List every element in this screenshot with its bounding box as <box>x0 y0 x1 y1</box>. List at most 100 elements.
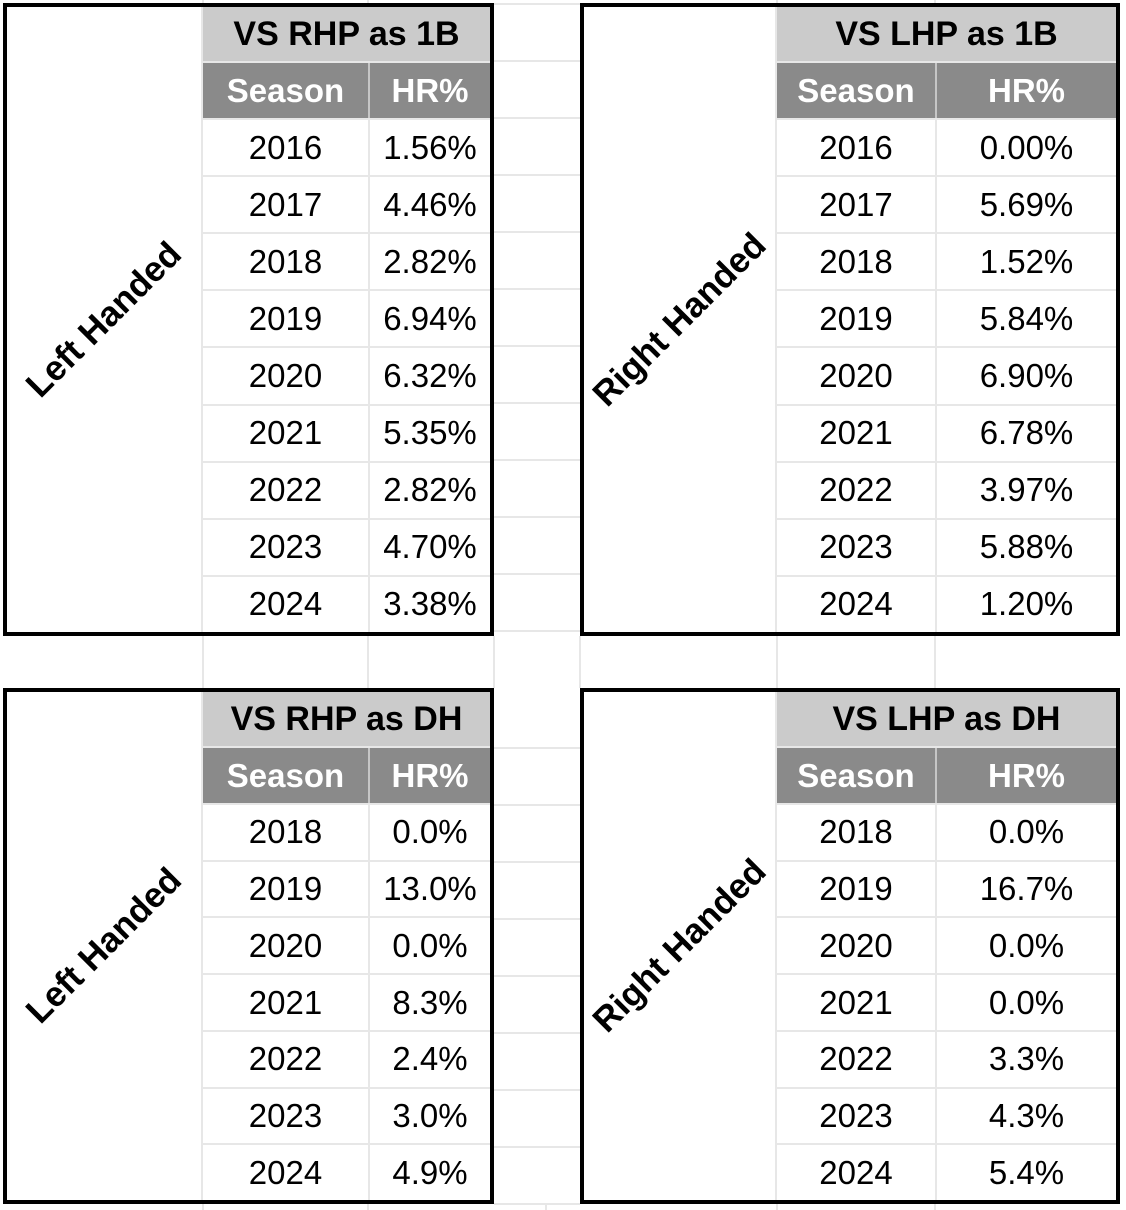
season-cell[interactable]: 2022 <box>777 462 935 518</box>
season-cell[interactable]: 2018 <box>777 234 935 290</box>
table-row: 2020 0.0% <box>777 916 1116 974</box>
handedness-label: Left Handed <box>18 233 189 405</box>
table-row: 2018 0.0% <box>777 803 1116 860</box>
hr-pct-header-cell[interactable]: HR% <box>368 748 490 803</box>
table-row: 2017 4.46% <box>203 175 490 233</box>
season-cell[interactable]: 2020 <box>777 348 935 404</box>
data-rows: 2018 0.0% 2019 13.0% 2020 0.0% 2021 <box>203 803 490 1201</box>
season-cell[interactable]: 2021 <box>777 405 935 461</box>
hr-pct-cell[interactable]: 6.90% <box>935 348 1116 404</box>
table-row: 2019 16.7% <box>777 859 1116 917</box>
hr-pct-header-cell[interactable]: HR% <box>935 63 1116 118</box>
season-header-cell[interactable]: Season <box>797 71 915 109</box>
season-cell[interactable]: 2022 <box>203 1031 368 1087</box>
hr-pct-cell[interactable]: 0.00% <box>935 120 1116 176</box>
table-main: VS RHP as 1B Season HR% 2016 1.56% 2017 … <box>203 7 490 632</box>
table-row: 2022 2.4% <box>203 1029 490 1087</box>
gridline <box>367 0 369 3</box>
season-header-cell[interactable]: Season <box>797 756 915 794</box>
hr-pct-cell[interactable]: 6.78% <box>935 405 1116 461</box>
table-title-cell[interactable]: VS RHP as DH <box>203 692 490 746</box>
hr-pct-cell[interactable]: 4.70% <box>368 519 490 575</box>
hr-pct-cell[interactable]: 0.0% <box>935 918 1116 974</box>
hr-pct-cell[interactable]: 5.69% <box>935 177 1116 233</box>
season-cell[interactable]: 2019 <box>777 291 935 347</box>
table-title-cell[interactable]: VS LHP as 1B <box>777 7 1116 61</box>
table-title-cell[interactable]: VS LHP as DH <box>777 692 1116 746</box>
hr-pct-cell[interactable]: 5.84% <box>935 291 1116 347</box>
season-cell[interactable]: 2021 <box>777 975 935 1030</box>
hr-pct-cell[interactable]: 3.0% <box>368 1088 490 1144</box>
season-cell[interactable]: 2021 <box>203 405 368 461</box>
season-cell[interactable]: 2024 <box>777 1145 935 1201</box>
season-cell[interactable]: 2024 <box>203 576 368 632</box>
season-cell[interactable]: 2023 <box>777 519 935 575</box>
handedness-merged-cell[interactable]: Right Handed <box>584 7 777 632</box>
season-header-cell[interactable]: Season <box>226 756 345 794</box>
hr-pct-cell[interactable]: 6.32% <box>368 348 490 404</box>
season-cell[interactable]: 2020 <box>777 918 935 974</box>
season-cell[interactable]: 2024 <box>777 576 935 632</box>
hr-pct-cell[interactable]: 0.0% <box>935 805 1116 860</box>
hr-pct-cell[interactable]: 5.4% <box>935 1145 1116 1201</box>
hr-pct-header-cell[interactable]: HR% <box>368 63 490 118</box>
hr-pct-cell[interactable]: 13.0% <box>368 861 490 917</box>
hr-pct-header-cell[interactable]: HR% <box>935 748 1116 803</box>
table-row: 2021 5.35% <box>203 403 490 461</box>
hr-pct-cell[interactable]: 8.3% <box>368 975 490 1030</box>
hr-pct-cell[interactable]: 2.4% <box>368 1031 490 1087</box>
table-row: 2016 0.00% <box>777 118 1116 176</box>
handedness-merged-cell[interactable]: Left Handed <box>7 692 203 1200</box>
gridline <box>202 0 204 3</box>
season-header-cell[interactable]: Season <box>226 71 345 109</box>
season-cell[interactable]: 2023 <box>203 1088 368 1144</box>
season-cell[interactable]: 2019 <box>203 291 368 347</box>
table-title-cell[interactable]: VS RHP as 1B <box>203 7 490 61</box>
season-cell[interactable]: 2018 <box>203 805 368 860</box>
hr-pct-cell[interactable]: 2.82% <box>368 462 490 518</box>
hr-pct-cell[interactable]: 0.0% <box>935 975 1116 1030</box>
hr-pct-cell[interactable]: 6.94% <box>368 291 490 347</box>
hr-pct-cell[interactable]: 1.20% <box>935 576 1116 632</box>
season-cell[interactable]: 2019 <box>203 861 368 917</box>
season-cell[interactable]: 2016 <box>203 120 368 176</box>
season-cell[interactable]: 2024 <box>203 1145 368 1201</box>
season-cell[interactable]: 2022 <box>777 1031 935 1087</box>
hr-pct-cell[interactable]: 3.97% <box>935 462 1116 518</box>
season-cell[interactable]: 2022 <box>203 462 368 518</box>
hr-pct-cell[interactable]: 4.9% <box>368 1145 490 1201</box>
gridline <box>776 636 778 688</box>
season-cell[interactable]: 2023 <box>203 519 368 575</box>
hr-pct-cell[interactable]: 0.0% <box>368 805 490 860</box>
table-row: 2022 3.3% <box>777 1029 1116 1087</box>
hr-pct-cell[interactable]: 4.46% <box>368 177 490 233</box>
hr-pct-cell[interactable]: 3.3% <box>935 1031 1116 1087</box>
season-cell[interactable]: 2016 <box>777 120 935 176</box>
table-row: 2023 4.70% <box>203 517 490 575</box>
hr-pct-cell[interactable]: 16.7% <box>935 861 1116 917</box>
season-cell[interactable]: 2021 <box>203 975 368 1030</box>
hr-pct-cell[interactable]: 1.52% <box>935 234 1116 290</box>
season-cell[interactable]: 2019 <box>777 861 935 917</box>
hr-pct-cell[interactable]: 1.56% <box>368 120 490 176</box>
handedness-merged-cell[interactable]: Right Handed <box>584 692 777 1200</box>
season-cell[interactable]: 2020 <box>203 348 368 404</box>
hr-pct-cell[interactable]: 4.3% <box>935 1088 1116 1144</box>
season-cell[interactable]: 2020 <box>203 918 368 974</box>
hr-pct-cell[interactable]: 5.35% <box>368 405 490 461</box>
table-row: 2017 5.69% <box>777 175 1116 233</box>
hr-pct-cell[interactable]: 5.88% <box>935 519 1116 575</box>
season-cell[interactable]: 2018 <box>777 805 935 860</box>
hr-pct-cell[interactable]: 2.82% <box>368 234 490 290</box>
season-cell[interactable]: 2018 <box>203 234 368 290</box>
table-row: 2019 6.94% <box>203 289 490 347</box>
gridline <box>367 636 369 688</box>
handedness-merged-cell[interactable]: Left Handed <box>7 7 203 632</box>
season-cell[interactable]: 2023 <box>777 1088 935 1144</box>
hr-pct-cell[interactable]: 0.0% <box>368 918 490 974</box>
hr-pct-cell[interactable]: 3.38% <box>368 576 490 632</box>
season-cell[interactable]: 2017 <box>777 177 935 233</box>
season-cell[interactable]: 2017 <box>203 177 368 233</box>
table-row: 2021 8.3% <box>203 973 490 1030</box>
table-row: 2024 1.20% <box>777 574 1116 632</box>
